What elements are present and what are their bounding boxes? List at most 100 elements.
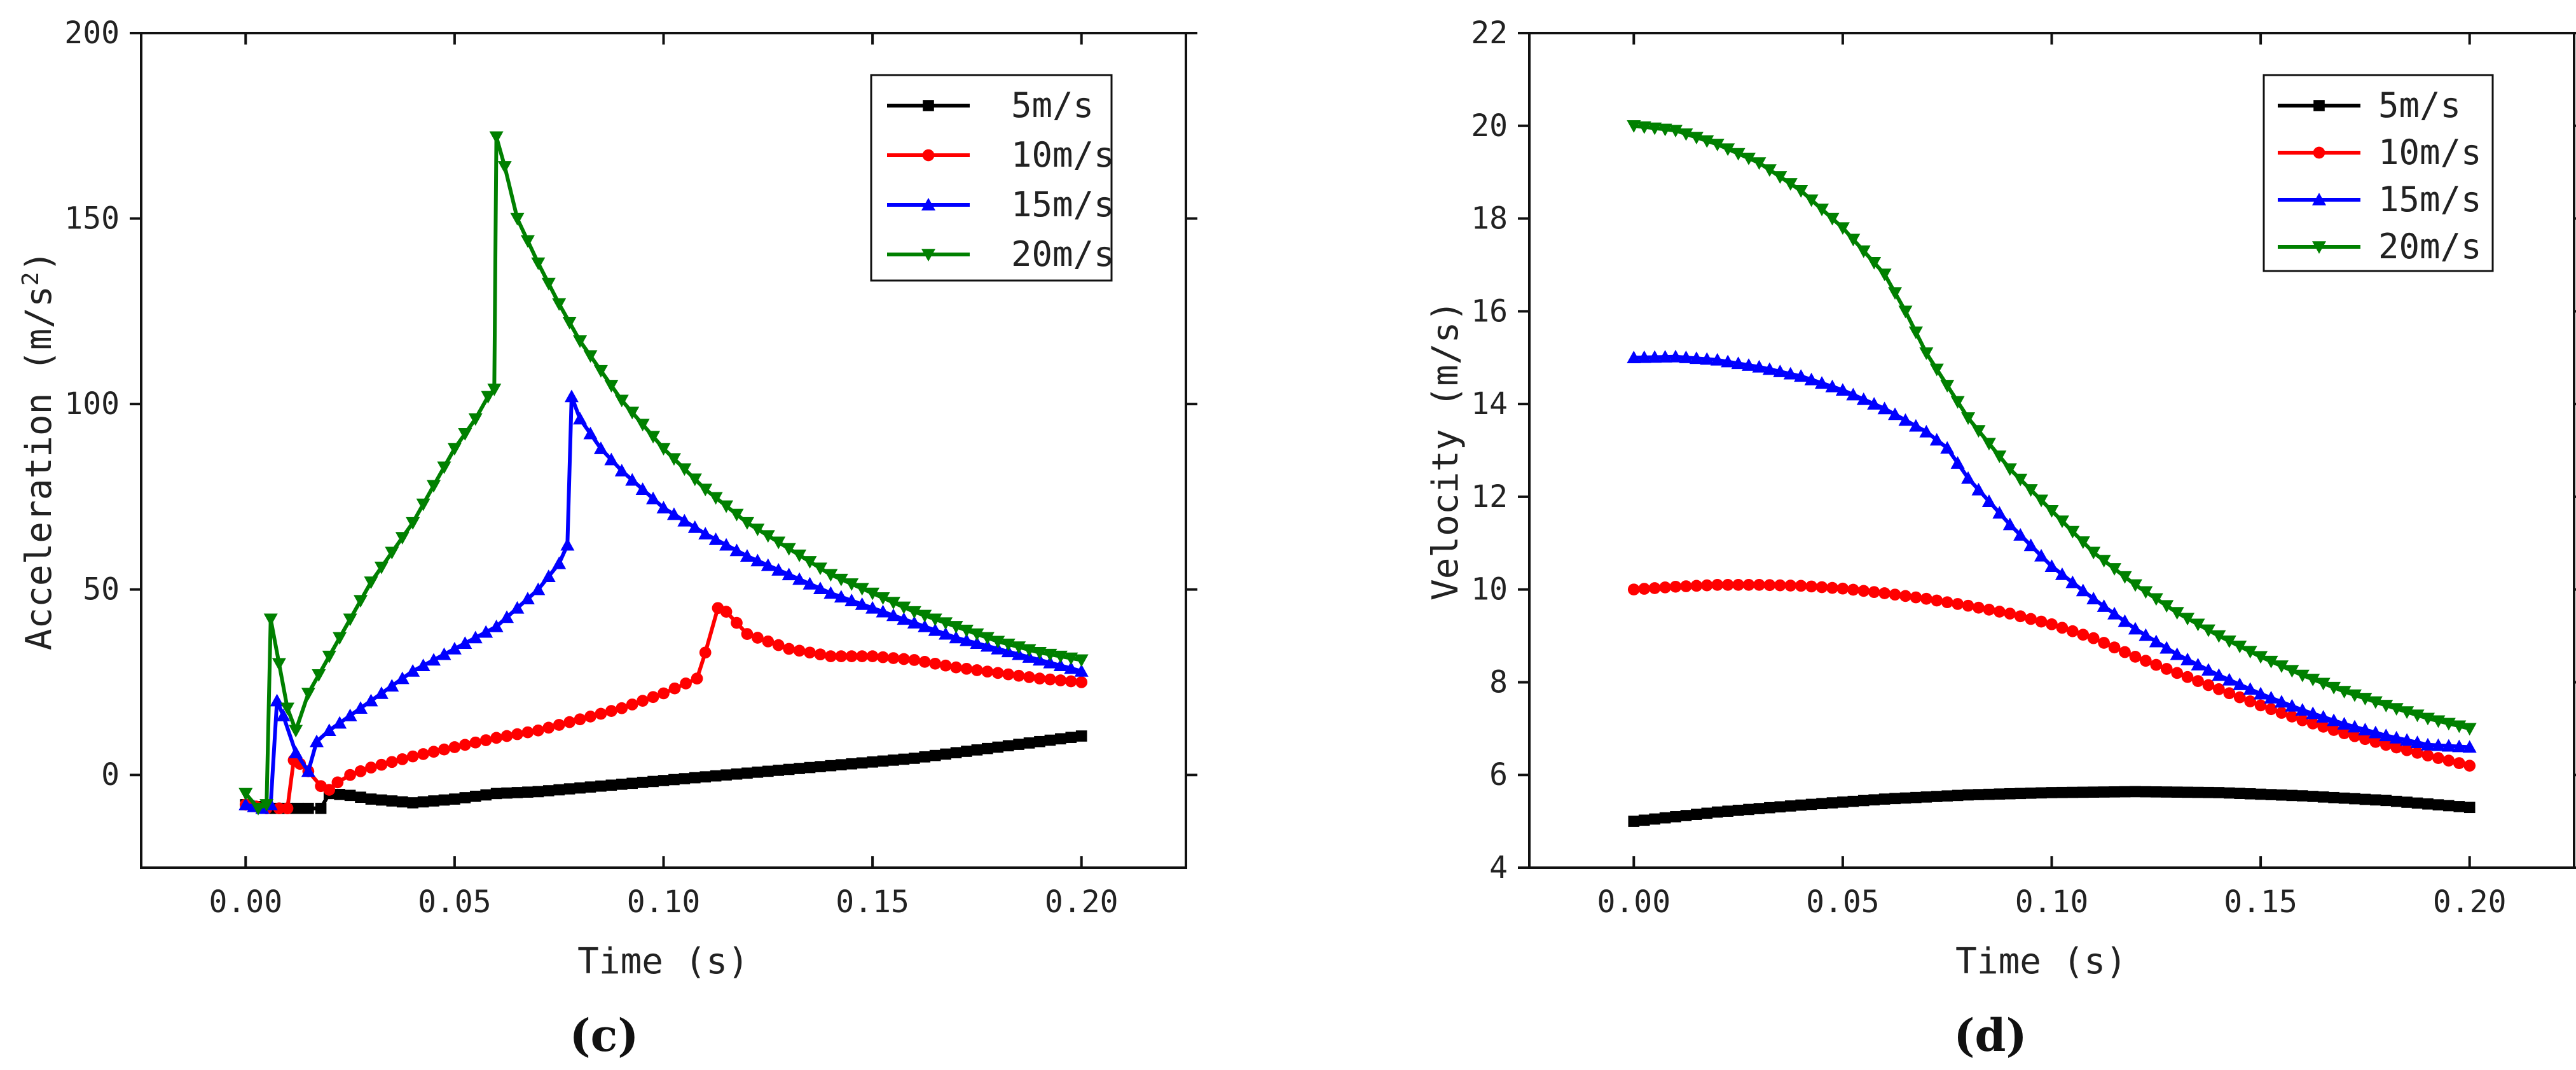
acceleration-series-15m-s (238, 389, 1089, 814)
acceleration-data-point (1074, 654, 1089, 667)
velocity-data-point (1742, 153, 1756, 165)
velocity-data-point (2170, 647, 2184, 660)
acceleration-data-point (531, 582, 546, 595)
acceleration-data-point (761, 558, 775, 571)
velocity-y-axis-title: Velocity (m/s) (1425, 300, 1466, 601)
acceleration-data-point (771, 536, 786, 550)
velocity-data-point (1669, 580, 1682, 593)
acceleration-data-point (918, 656, 931, 668)
acceleration-data-point (1013, 739, 1024, 750)
velocity-data-point (2295, 703, 2310, 716)
acceleration-data-point (490, 788, 502, 800)
velocity-data-point (2025, 613, 2037, 625)
velocity-data-point (2410, 735, 2425, 748)
acceleration-data-point (750, 524, 765, 536)
velocity-data-point (2431, 715, 2446, 728)
velocity-data-point (1732, 805, 1744, 816)
velocity-data-point (1994, 606, 2006, 618)
acceleration-data-point (708, 492, 723, 505)
acceleration-data-point (898, 753, 910, 765)
velocity-data-point (1825, 379, 1840, 393)
velocity-data-point (2347, 689, 2362, 702)
velocity-data-point (2401, 796, 2413, 808)
velocity-data-point (1783, 366, 1798, 380)
velocity-data-point (2285, 698, 2299, 712)
acceleration-data-point (574, 782, 586, 794)
velocity-data-point (1670, 811, 1681, 823)
acceleration-data-point (929, 657, 942, 670)
velocity-data-point (2223, 687, 2236, 700)
velocity-data-point (2002, 517, 2017, 531)
velocity-data-point (2088, 786, 2100, 798)
acceleration-data-point (584, 781, 596, 793)
velocity-series-5m-s (1628, 786, 2476, 827)
velocity-data-point (2212, 668, 2226, 681)
velocity-data-point (1961, 412, 1976, 425)
velocity-legend-label: 15m/s (2378, 179, 2482, 219)
acceleration-legend-marker (923, 100, 934, 111)
velocity-data-point (2338, 792, 2350, 804)
velocity-data-point (2255, 788, 2266, 800)
velocity-data-point (1919, 347, 1934, 360)
velocity-data-point (1689, 351, 1704, 365)
velocity-data-point (2191, 618, 2205, 632)
acceleration-data-point (459, 792, 471, 803)
velocity-data-point (1722, 805, 1733, 817)
velocity-data-point (1648, 350, 1662, 363)
acceleration-data-point (365, 761, 377, 774)
acceleration-data-point (794, 763, 805, 774)
velocity-data-point (2452, 720, 2467, 733)
acceleration-x-tick-label: 0.20 (1045, 884, 1119, 920)
acceleration-legend: 5m/s 10m/s 15m/s 20m/s (870, 74, 1115, 282)
acceleration-data-point (886, 597, 900, 610)
acceleration-data-point (762, 635, 775, 648)
velocity-data-point (2244, 695, 2257, 707)
acceleration-data-point (886, 608, 900, 622)
acceleration-data-point (625, 406, 640, 420)
velocity-data-point (2213, 683, 2225, 695)
acceleration-data-point (992, 741, 1004, 753)
velocity-data-point (1973, 789, 1985, 800)
velocity-data-point (2380, 795, 2392, 807)
acceleration-data-point (1064, 652, 1078, 665)
acceleration-data-point (772, 639, 785, 651)
acceleration-data-point (782, 543, 796, 556)
acceleration-legend-marker (921, 249, 935, 261)
acceleration-data-point (959, 625, 974, 637)
acceleration-data-point (374, 561, 389, 574)
acceleration-data-point (719, 500, 734, 513)
velocity-data-point (2233, 641, 2247, 653)
acceleration-data-point (762, 765, 774, 777)
acceleration-data-point (1075, 676, 1088, 688)
velocity-data-point (2432, 799, 2444, 810)
acceleration-data-point (334, 789, 345, 800)
velocity-data-point (2224, 787, 2235, 799)
acceleration-data-point (635, 482, 650, 496)
acceleration-data-point (417, 796, 429, 808)
acceleration-legend-marker (921, 198, 935, 211)
velocity-data-point (2462, 740, 2477, 753)
acceleration-data-point (982, 742, 993, 754)
acceleration-data-point (980, 639, 995, 652)
velocity-data-point (1628, 816, 1640, 827)
velocity-data-point (1889, 588, 1901, 601)
velocity-data-point (1805, 798, 1817, 810)
velocity-data-point (2180, 652, 2195, 665)
velocity-axis-ticks: 0.00 0.05 0.10 0.15 0.20 4 6 8 10 12 14 16 18 20 22 (1471, 15, 2576, 920)
acceleration-data-point (687, 473, 702, 487)
velocity-data-point (1919, 424, 1934, 438)
acceleration-data-point (333, 716, 347, 729)
velocity-data-point (2034, 494, 2049, 508)
acceleration-data-point (677, 513, 692, 527)
velocity-x-tick-label: 0.00 (1597, 884, 1671, 920)
acceleration-data-point (584, 711, 596, 723)
acceleration-data-point (804, 761, 816, 774)
velocity-data-point (2098, 637, 2110, 649)
acceleration-data-point (469, 790, 481, 802)
acceleration-data-point (427, 746, 440, 758)
velocity-data-point (2368, 696, 2383, 709)
acceleration-data-point (259, 799, 274, 812)
velocity-data-point (2023, 538, 2038, 552)
acceleration-data-point (542, 785, 554, 796)
velocity-legend-label: 5m/s (2378, 85, 2461, 125)
